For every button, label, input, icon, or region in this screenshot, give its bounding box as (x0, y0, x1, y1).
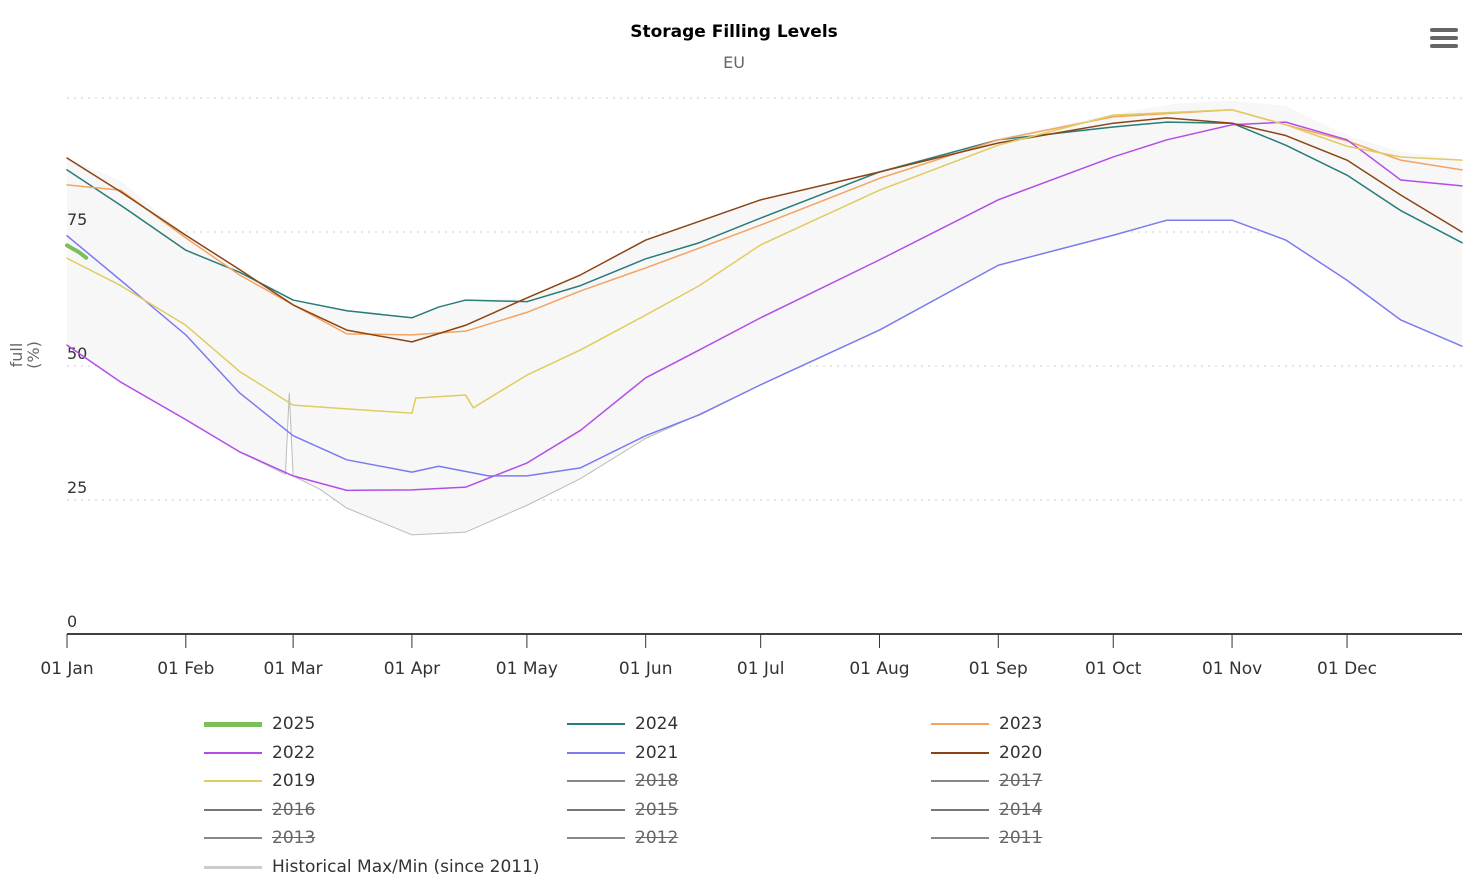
x-tick-label: 01 Sep (969, 659, 1028, 679)
x-tick-label: 01 Oct (1085, 659, 1142, 679)
legend-swatch (567, 751, 625, 754)
legend-swatch (931, 751, 989, 754)
legend-item-2014[interactable]: 2014 (931, 798, 1042, 822)
legend-item-2018[interactable]: 2018 (567, 769, 678, 793)
legend-swatch (204, 808, 262, 811)
x-tick-label: 01 Jul (737, 659, 785, 679)
legend-label: 2011 (999, 828, 1043, 849)
x-tick-label: 01 Mar (264, 659, 323, 679)
legend-item-2023[interactable]: 2023 (931, 712, 1042, 736)
chart-title: Storage Filling Levels (630, 22, 838, 42)
legend-swatch (204, 721, 262, 727)
series-line-2020 (66, 117, 1463, 343)
x-tick-label: 01 Jan (40, 659, 93, 679)
legend-label: 2015 (635, 799, 679, 820)
hamburger-menu-icon[interactable] (1430, 28, 1458, 50)
y-tick-label: 25 (67, 478, 87, 497)
legend-label: 2021 (635, 742, 679, 763)
series-line-2025 (65, 243, 89, 260)
x-tick-label: 01 Nov (1202, 659, 1262, 679)
legend-swatch (931, 837, 989, 840)
x-tick-label: 01 May (496, 659, 558, 679)
legend-swatch (567, 723, 625, 725)
legend-label: 2014 (999, 799, 1043, 820)
series-line-2022 (66, 121, 1463, 492)
legend-item-2017[interactable]: 2017 (931, 769, 1042, 793)
legend-item-2020[interactable]: 2020 (931, 741, 1042, 765)
x-tick-label: 01 Aug (849, 659, 909, 679)
legend-label: 2013 (272, 828, 316, 849)
legend-item-historical-max-min-since-2011-[interactable]: Historical Max/Min (since 2011) (204, 855, 540, 879)
legend-item-2013[interactable]: 2013 (204, 826, 315, 850)
legend-label: 2018 (635, 771, 679, 792)
legend-item-2011[interactable]: 2011 (931, 826, 1042, 850)
series-line-2019 (66, 109, 1463, 414)
historical-band-area (67, 100, 1462, 535)
legend-label: 2025 (272, 714, 316, 734)
series-line-2024 (66, 121, 1463, 319)
legend-label: 2020 (999, 742, 1043, 763)
x-tick-label: 01 Dec (1317, 659, 1377, 679)
series-line-2021 (66, 219, 1463, 477)
y-tick-label: 75 (67, 210, 87, 229)
legend-swatch (567, 780, 625, 783)
legend-item-2022[interactable]: 2022 (204, 741, 315, 765)
legend-swatch (567, 808, 625, 811)
legend-label: 2024 (635, 714, 679, 734)
x-tick-label: 01 Jun (619, 659, 673, 679)
legend-swatch (931, 780, 989, 783)
legend-item-2021[interactable]: 2021 (567, 741, 678, 765)
x-tick-label: 01 Apr (384, 659, 440, 679)
legend-swatch (567, 837, 625, 840)
legend-swatch (204, 780, 262, 783)
legend-label: 2019 (272, 771, 316, 792)
legend-swatch (204, 751, 262, 754)
legend-label: 2017 (999, 771, 1043, 792)
legend-swatch (931, 808, 989, 811)
legend-label: 2022 (272, 742, 316, 763)
legend-item-2019[interactable]: 2019 (204, 769, 315, 793)
legend-item-2024[interactable]: 2024 (567, 712, 678, 736)
legend-item-2015[interactable]: 2015 (567, 798, 678, 822)
legend-label: 2016 (272, 799, 316, 820)
legend-swatch (204, 837, 262, 840)
legend-item-2016[interactable]: 2016 (204, 798, 315, 822)
legend-swatch (931, 723, 989, 725)
legend-label: Historical Max/Min (since 2011) (272, 857, 540, 877)
legend-item-2025[interactable]: 2025 (204, 712, 315, 736)
y-tick-label: 0 (67, 612, 77, 631)
x-tick-label: 01 Feb (157, 659, 214, 679)
legend-swatch (204, 865, 262, 869)
legend-label: 2012 (635, 828, 679, 849)
legend-item-2012[interactable]: 2012 (567, 826, 678, 850)
chart-subtitle: EU (723, 53, 745, 72)
legend-label: 2023 (999, 714, 1043, 734)
